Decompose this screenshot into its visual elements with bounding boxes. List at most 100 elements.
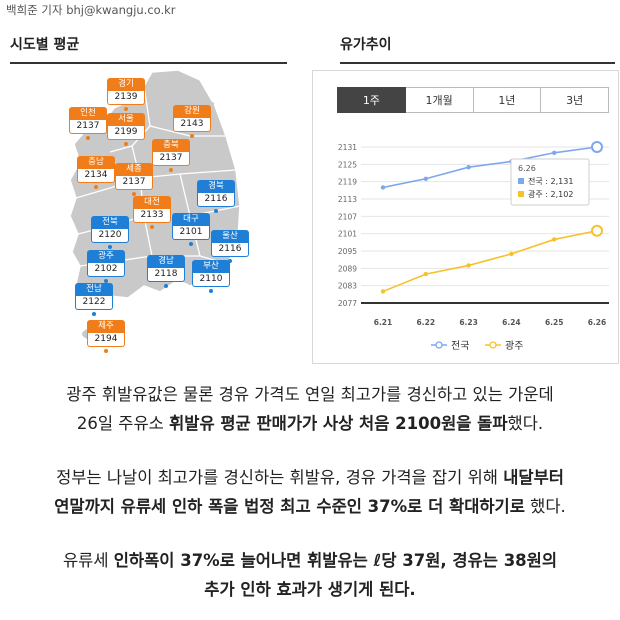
- region-badge: 경북 2116: [197, 180, 235, 213]
- paragraph-3-bold-2: 추가 인하 효과가 생기게 된다.: [204, 580, 416, 599]
- data-point: [423, 271, 428, 277]
- paragraph-1-tail: 했다.: [507, 414, 544, 433]
- region-badge: 전남 2122: [75, 283, 113, 316]
- region-price: 2194: [87, 332, 125, 347]
- series-line-0: [382, 146, 598, 189]
- y-tick-label: 2113: [338, 195, 357, 204]
- paragraph-1: 광주 휘발유값은 물론 경유 가격도 연일 최고가를 경신하고 있는 가운데 2…: [0, 380, 620, 438]
- region-name: 전남: [75, 283, 113, 296]
- region-price: 2133: [133, 208, 171, 223]
- y-tick-label: 2131: [338, 143, 357, 152]
- tab-1-month[interactable]: 1개월: [405, 87, 474, 113]
- region-marker-dot: [228, 258, 232, 263]
- region-price: 2134: [77, 168, 115, 183]
- region-price: 2199: [107, 125, 145, 140]
- paragraph-3-bold-1: 인하폭이 37%로 늘어나면 휘발유는 ℓ당 37원, 경유는 38원의: [113, 551, 558, 570]
- region-badge: 대구 2101: [172, 213, 210, 246]
- tab-3-year[interactable]: 3년: [541, 87, 609, 113]
- region-price: 2122: [75, 295, 113, 310]
- tab-1-week[interactable]: 1주: [337, 87, 406, 113]
- y-tick-label: 2089: [338, 264, 357, 273]
- region-badge: 강원 2143: [173, 105, 211, 138]
- region-name: 전북: [91, 216, 129, 229]
- region-badge: 경기 2139: [107, 78, 145, 111]
- region-price: 2120: [91, 228, 129, 243]
- map-section-divider: [10, 62, 287, 64]
- region-price: 2137: [69, 119, 107, 134]
- x-tick-label: 6.23: [459, 318, 478, 327]
- y-tick-label: 2101: [338, 230, 357, 239]
- period-tabs: 1주 1개월 1년 3년: [337, 87, 609, 113]
- y-tick-label: 2083: [338, 282, 357, 291]
- region-marker-dot: [124, 141, 128, 146]
- price-trend-chart-panel: 1주 1개월 1년 3년 2131 2125 2119 2113 2107 2101 209…: [312, 70, 619, 364]
- region-price: 2143: [173, 117, 211, 132]
- paragraph-2-tail: 했다.: [524, 497, 566, 516]
- region-name: 충북: [152, 139, 190, 152]
- region-marker-dot: [108, 244, 112, 249]
- region-price: 2139: [107, 90, 145, 105]
- region-badge: 대전 2133: [133, 196, 171, 229]
- region-name: 대구: [172, 213, 210, 226]
- region-price: 2137: [152, 151, 190, 166]
- x-tick-label: 6.21: [374, 318, 393, 327]
- region-marker-dot: [150, 224, 154, 229]
- data-point: [380, 185, 386, 190]
- paragraph-3: 유류세 인하폭이 37%로 늘어나면 휘발유는 ℓ당 37원, 경유는 38원의…: [0, 546, 620, 604]
- paragraph-1-bold: 휘발유 평균 판매가가 사상 처음 2100원을 돌파: [169, 414, 508, 433]
- x-tick-label: 6.26: [588, 318, 607, 327]
- data-point: [509, 251, 514, 257]
- region-badge: 울산 2116: [211, 230, 249, 263]
- region-name: 부산: [192, 260, 230, 273]
- paragraph-3-line-2: 추가 인하 효과가 생기게 된다.: [0, 575, 620, 604]
- y-tick-label: 2077: [338, 299, 357, 308]
- x-tick-label: 6.25: [545, 318, 564, 327]
- data-point: [591, 141, 603, 153]
- legend-label: 전국: [451, 340, 469, 352]
- data-point: [466, 263, 471, 268]
- region-badge: 인천 2137: [69, 107, 107, 140]
- region-marker-dot: [104, 348, 108, 353]
- paragraph-2: 정부는 나날이 최고가를 경신하는 휘발유, 경유 가격을 잡기 위해 내달부터…: [0, 463, 620, 521]
- region-marker-dot: [190, 133, 194, 138]
- paragraph-2-line-2: 연말까지 유류세 인하 폭을 법정 최고 수준인 37%로 더 확대하기로 했다…: [0, 492, 620, 521]
- region-marker-dot: [92, 311, 96, 316]
- y-tick-label: 2107: [338, 212, 357, 221]
- region-marker-dot: [124, 106, 128, 111]
- region-badge: 전북 2120: [91, 216, 129, 249]
- line-chart: 2131 2125 2119 2113 2107 2101 2095 2089 2083 2077…: [338, 141, 609, 352]
- region-marker-dot: [86, 135, 90, 140]
- paragraph-2-bold-1: 내달부터: [503, 468, 564, 487]
- map-section-title: 시도별 평균: [10, 37, 80, 53]
- tooltip-box: [510, 158, 590, 206]
- region-marker-dot: [94, 184, 98, 189]
- region-badge: 서울 2199: [107, 113, 145, 146]
- legend-marker: [435, 341, 443, 349]
- tooltip-row: 광주 : 2,102: [528, 189, 573, 199]
- region-price: 2102: [87, 262, 125, 277]
- data-point: [423, 176, 428, 181]
- region-marker-dot: [132, 191, 136, 196]
- chart-section-title: 유가추이: [340, 37, 392, 53]
- paragraph-2-line-1: 정부는 나날이 최고가를 경신하는 휘발유, 경유 가격을 잡기 위해 내달부터: [0, 463, 620, 492]
- x-tick-label: 6.24: [502, 318, 521, 327]
- region-price: 2116: [211, 242, 249, 257]
- y-tick-label: 2095: [338, 247, 357, 256]
- region-marker-dot: [209, 288, 213, 293]
- tooltip-row: 전국 : 2,131: [528, 176, 573, 186]
- region-name: 울산: [211, 230, 249, 243]
- paragraph-1-line-1: 광주 휘발유값은 물론 경유 가격도 연일 최고가를 경신하고 있는 가운데: [66, 385, 554, 404]
- region-badge: 세종 2137: [115, 163, 153, 196]
- data-point: [380, 289, 386, 294]
- region-badge: 광주 2102: [87, 250, 125, 283]
- paragraph-1-line-2: 26일 주유소 휘발유 평균 판매가가 사상 처음 2100원을 돌파했다.: [0, 409, 620, 438]
- tab-1-year[interactable]: 1년: [473, 87, 542, 113]
- region-price: 2110: [192, 272, 230, 287]
- paragraph-2-text: 정부는 나날이 최고가를 경신하는 휘발유, 경유 가격을 잡기 위해: [56, 468, 504, 487]
- region-name: 제주: [87, 320, 125, 333]
- region-name: 경남: [147, 255, 185, 268]
- y-tick-label: 2119: [338, 178, 357, 187]
- legend-marker: [489, 341, 497, 349]
- region-name: 충남: [77, 156, 115, 169]
- data-point: [552, 237, 557, 242]
